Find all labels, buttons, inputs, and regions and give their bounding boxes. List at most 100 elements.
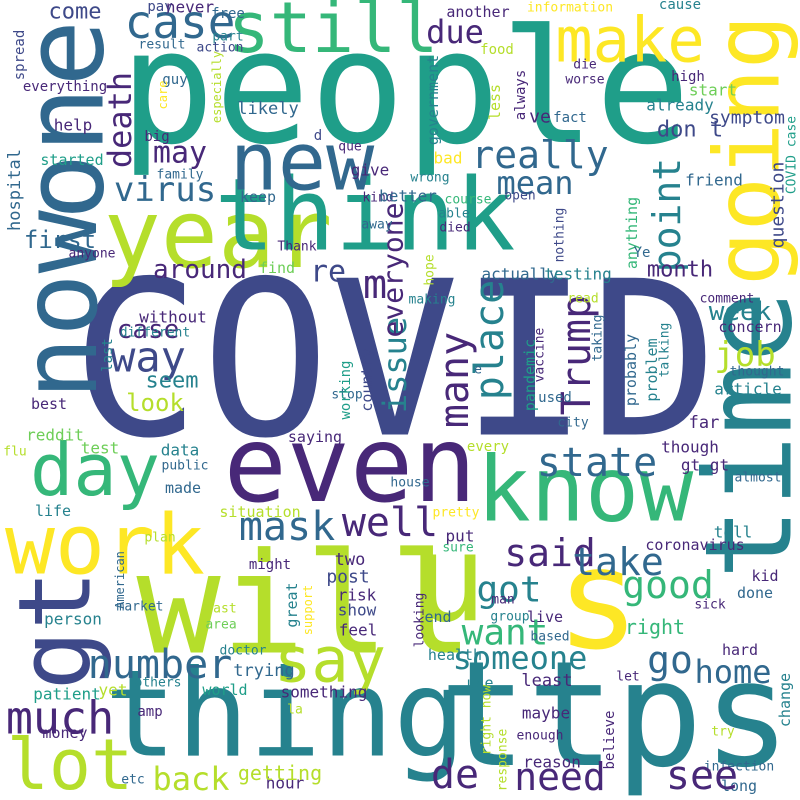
- word: day: [30, 428, 160, 512]
- word: market: [117, 600, 164, 615]
- word: put: [446, 527, 475, 546]
- word: take: [572, 540, 664, 584]
- word: help: [54, 116, 93, 135]
- word: reddit: [26, 426, 84, 445]
- word: house: [390, 476, 429, 491]
- word: re: [310, 255, 346, 290]
- word: hour: [266, 774, 305, 793]
- word: e: [474, 363, 482, 378]
- word: fact: [553, 110, 587, 126]
- word: point: [645, 158, 689, 272]
- word: high: [671, 69, 705, 85]
- word: don t: [657, 118, 723, 143]
- word: show: [338, 601, 377, 620]
- word: man: [491, 593, 514, 608]
- word: others: [135, 676, 182, 691]
- word: done: [737, 584, 773, 602]
- word: hard: [722, 641, 758, 659]
- word: virus: [114, 170, 216, 210]
- word: actually: [481, 265, 558, 284]
- word: group: [490, 610, 529, 625]
- word: will: [136, 524, 473, 687]
- word: thought: [730, 365, 785, 380]
- word: let: [616, 670, 639, 685]
- word: la: [287, 703, 303, 718]
- word: something: [281, 683, 368, 702]
- word: now: [0, 209, 121, 399]
- word: kind: [362, 191, 393, 206]
- word: everyone: [377, 203, 410, 338]
- word: article: [714, 380, 781, 399]
- word: though: [661, 438, 719, 457]
- word: sure: [442, 541, 473, 556]
- word: made: [165, 479, 201, 497]
- word: week: [709, 297, 772, 327]
- word: de: [431, 752, 479, 798]
- word: city: [557, 416, 588, 431]
- word: u: [414, 511, 486, 650]
- word: worse: [565, 73, 604, 88]
- word: family: [157, 168, 204, 183]
- word: read: [567, 292, 598, 307]
- word: keep: [240, 188, 276, 206]
- word: year: [104, 180, 333, 290]
- word: ttps: [439, 630, 791, 800]
- word: problem: [643, 338, 661, 401]
- word: may: [153, 136, 207, 171]
- word: every: [467, 439, 509, 455]
- word: trying: [233, 661, 294, 681]
- word: seem: [146, 369, 199, 394]
- word: able: [438, 207, 469, 222]
- word: vaccine: [533, 327, 548, 382]
- word: many: [432, 332, 478, 428]
- word: death: [101, 72, 139, 168]
- word: end: [424, 608, 451, 626]
- word: nothing: [553, 208, 568, 263]
- word: without: [139, 308, 206, 327]
- word: last: [100, 338, 116, 372]
- word: likely: [237, 99, 298, 119]
- word: flu: [3, 445, 26, 460]
- word: got: [476, 570, 541, 611]
- word: pretty: [433, 506, 480, 521]
- word: good: [622, 563, 714, 607]
- word: everything: [23, 79, 107, 95]
- word: different: [120, 326, 190, 341]
- word: infection: [704, 760, 774, 775]
- word: health: [428, 646, 482, 664]
- word: taking: [591, 315, 606, 362]
- word: getting: [238, 761, 322, 785]
- word: come: [49, 0, 102, 25]
- word: plan: [144, 531, 175, 546]
- word: hospital: [5, 149, 25, 231]
- word: question: [768, 162, 789, 249]
- word: mask: [239, 504, 335, 550]
- word: Thank: [277, 240, 316, 255]
- word: place: [467, 280, 513, 400]
- word: s: [556, 519, 640, 682]
- word: already: [646, 96, 714, 115]
- word: open: [504, 189, 535, 204]
- word: mean: [496, 164, 573, 202]
- word: far: [689, 413, 720, 433]
- word: hope: [423, 254, 438, 285]
- word: action: [197, 41, 244, 56]
- word: test: [81, 439, 120, 458]
- word: right: [625, 615, 685, 639]
- word: comment: [700, 292, 755, 307]
- word: start: [689, 81, 737, 100]
- word: due: [426, 13, 484, 51]
- word: issue: [376, 317, 414, 413]
- word: month: [647, 258, 713, 283]
- word: job: [714, 335, 775, 375]
- word: still: [228, 0, 439, 69]
- word: government: [424, 55, 442, 145]
- word: working: [338, 360, 354, 419]
- word: area: [205, 618, 236, 633]
- word: said: [504, 531, 596, 575]
- word: cause: [659, 0, 701, 13]
- word: stop: [331, 388, 362, 403]
- word: home: [694, 653, 771, 691]
- word: symptom: [709, 108, 785, 129]
